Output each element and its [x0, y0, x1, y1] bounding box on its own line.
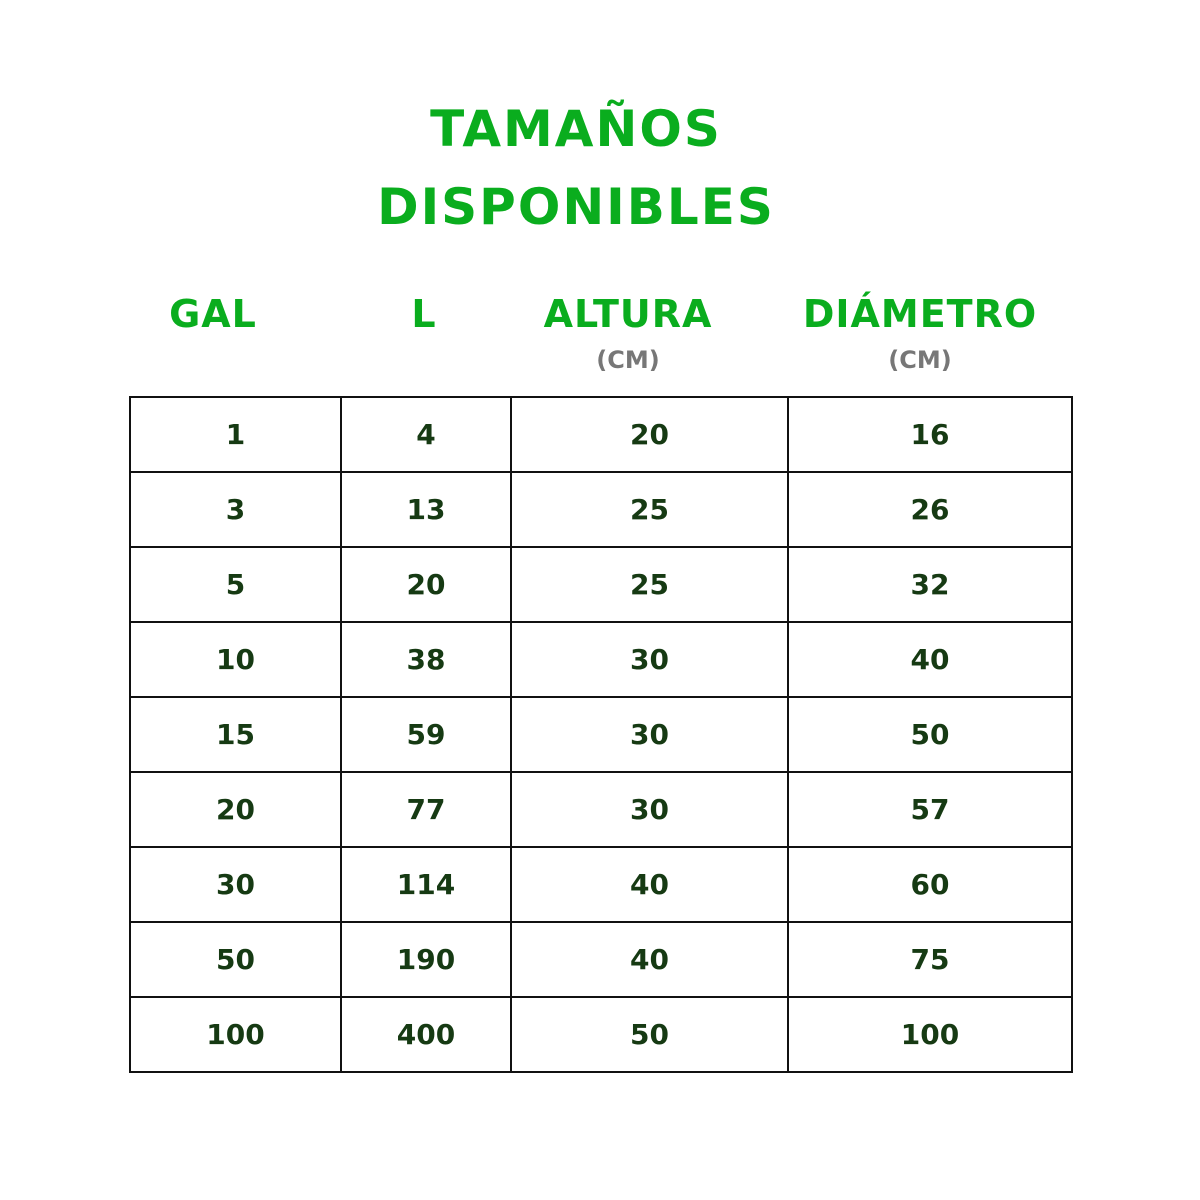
cell-altura: 30: [510, 696, 789, 773]
cell-diametro: 40: [787, 621, 1073, 698]
title-line-1: TAMAÑOS: [430, 100, 722, 158]
cell-gal: 50: [129, 921, 342, 998]
cell-gal: 20: [129, 771, 342, 848]
header-l: L: [411, 292, 437, 336]
table-row: 30 114 40 60: [129, 846, 1073, 923]
header-altura-unit: (CM): [596, 346, 660, 374]
cell-l: 38: [340, 621, 512, 698]
cell-altura: 25: [510, 471, 789, 548]
cell-altura: 40: [510, 921, 789, 998]
cell-diametro: 16: [787, 396, 1073, 473]
table-row: 3 13 25 26: [129, 471, 1073, 548]
header-diametro-unit: (CM): [888, 346, 952, 374]
cell-altura: 40: [510, 846, 789, 923]
header-altura: ALTURA: [543, 292, 713, 336]
cell-l: 20: [340, 546, 512, 623]
cell-gal: 100: [129, 996, 342, 1073]
cell-diametro: 60: [787, 846, 1073, 923]
cell-gal: 5: [129, 546, 342, 623]
table-row: 1 4 20 16: [129, 396, 1073, 473]
cell-diametro: 26: [787, 471, 1073, 548]
table-row: 100 400 50 100: [129, 996, 1073, 1073]
cell-l: 190: [340, 921, 512, 998]
cell-diametro: 57: [787, 771, 1073, 848]
title-line-2: DISPONIBLES: [377, 178, 775, 236]
table-row: 5 20 25 32: [129, 546, 1073, 623]
cell-l: 400: [340, 996, 512, 1073]
cell-altura: 50: [510, 996, 789, 1073]
sizes-table: 1 4 20 16 3 13 25 26 5 20 25 32 10 38 30 40 15 59 30 50 20 77…: [129, 396, 1073, 1073]
cell-gal: 3: [129, 471, 342, 548]
cell-altura: 20: [510, 396, 789, 473]
cell-gal: 30: [129, 846, 342, 923]
cell-l: 4: [340, 396, 512, 473]
cell-diametro: 75: [787, 921, 1073, 998]
cell-altura: 25: [510, 546, 789, 623]
cell-gal: 10: [129, 621, 342, 698]
cell-l: 114: [340, 846, 512, 923]
cell-gal: 1: [129, 396, 342, 473]
cell-diametro: 50: [787, 696, 1073, 773]
cell-gal: 15: [129, 696, 342, 773]
header-gal: GAL: [169, 292, 257, 336]
cell-diametro: 100: [787, 996, 1073, 1073]
cell-l: 77: [340, 771, 512, 848]
cell-diametro: 32: [787, 546, 1073, 623]
table-row: 15 59 30 50: [129, 696, 1073, 773]
table-row: 10 38 30 40: [129, 621, 1073, 698]
table-row: 20 77 30 57: [129, 771, 1073, 848]
table-row: 50 190 40 75: [129, 921, 1073, 998]
header-diametro: DIÁMETRO: [802, 292, 1038, 336]
cell-l: 13: [340, 471, 512, 548]
cell-l: 59: [340, 696, 512, 773]
cell-altura: 30: [510, 621, 789, 698]
cell-altura: 30: [510, 771, 789, 848]
